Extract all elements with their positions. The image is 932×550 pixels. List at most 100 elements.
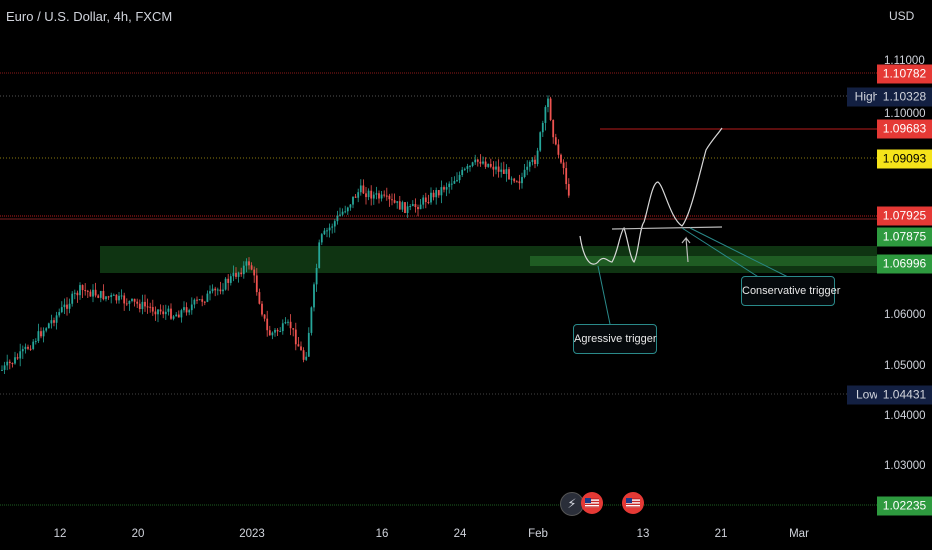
candle-body [409,206,412,208]
candle-body [107,296,110,298]
lightning-icon[interactable]: ⚡ [560,492,584,516]
candle-body [463,168,466,170]
candle-body [476,159,479,162]
candle-body [479,161,482,164]
candle-body [539,132,542,151]
candle-body [383,194,386,196]
candle-body [437,190,440,196]
candle-body [461,169,464,175]
candle-body [526,166,529,170]
candle-body [326,230,328,232]
candle-body [19,351,22,359]
candle-body [391,199,393,201]
conservative-trigger-callout[interactable]: Conservative trigger [741,276,840,306]
price-tick: 1.03000 [884,460,926,472]
candle-body [97,295,100,298]
price-tag[interactable]: 1.06996 [877,254,932,274]
us-flag-icon[interactable] [622,492,644,514]
candle-body [149,306,152,308]
price-tag[interactable]: 1.09683 [877,119,932,139]
candle-body [157,309,159,315]
candle-body [554,137,557,145]
symbol-title[interactable]: Euro / U.S. Dollar, 4h, FXCM [6,9,173,24]
high-value-tag[interactable]: 1.10328 [877,87,932,107]
time-tick: 20 [131,528,145,540]
candle-body [474,159,477,163]
candle-body [365,193,367,198]
candle-body [388,195,391,200]
candle-body [1,369,3,371]
candle-body [531,159,534,162]
candle-body [133,298,136,302]
candle-body [112,294,115,296]
candle-body [370,190,373,199]
candle-body [34,341,37,343]
candle-body [144,301,146,307]
time-tick: 2023 [239,528,265,540]
candle-body [406,206,409,213]
candle-body [534,159,536,165]
candle-body [162,311,165,315]
candle-body [489,163,492,167]
candle-body [42,330,45,337]
candle-body [404,202,406,213]
candle-body [271,332,274,336]
time-tick: Mar [789,528,809,540]
candle-body [346,207,349,212]
candle-body [170,308,172,319]
price-tag[interactable]: 1.02235 [877,496,932,516]
candle-body [45,328,48,331]
price-tag[interactable]: 1.07875 [877,227,932,247]
candle-body [211,288,214,292]
candle-body [375,193,378,195]
currency-label[interactable]: USD [889,9,915,23]
candle-body [250,265,253,270]
candle-body [55,315,58,323]
candle-body [224,278,227,290]
candle-body [372,194,375,199]
candle-body [492,166,495,170]
price-tag[interactable]: 1.07925 [877,206,932,226]
candle-body [266,318,269,331]
candle-body [294,329,297,345]
candlestick-series [1,95,570,374]
candle-body [255,275,258,293]
candle-body [331,226,334,228]
candle-body [302,350,305,360]
price-tag[interactable]: 1.10782 [877,64,932,84]
candle-body [495,166,497,170]
candle-body [172,316,175,319]
candle-body [450,183,453,185]
candle-body [458,174,461,181]
candle-body [328,227,331,231]
price-tick: 1.05000 [884,360,926,372]
time-tick: 24 [453,528,467,540]
candle-body [289,321,292,329]
candle-body [344,211,347,213]
candle-body [89,291,92,297]
price-tag[interactable]: 1.09093 [877,149,932,169]
candle-body [518,181,521,184]
candle-body [261,303,263,315]
candle-body [73,292,76,294]
candle-body [203,301,206,303]
low-value-tag[interactable]: 1.04431 [877,385,932,405]
candle-body [151,307,154,312]
candle-body [279,331,282,333]
candle-body [484,161,487,167]
inner-zone[interactable] [530,256,877,266]
price-tick: 1.10000 [884,108,926,120]
candle-body [541,122,544,133]
candle-body [453,181,456,184]
candle-body [456,180,458,182]
candle-body [214,288,217,291]
aggressive-pointer [597,265,611,325]
aggressive-trigger-callout[interactable]: Agressive trigger [573,324,657,354]
candle-body [281,323,284,332]
arrow-up-icon [681,236,691,263]
us-flag-icon[interactable] [581,492,603,514]
candle-body [84,290,87,292]
candle-body [14,357,16,364]
candle-body [297,344,300,347]
